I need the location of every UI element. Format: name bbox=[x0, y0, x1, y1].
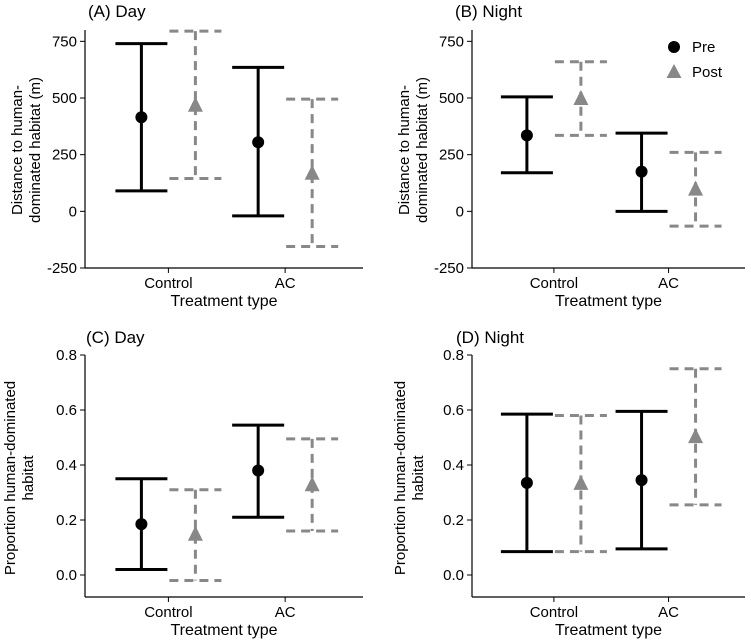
y-tick-label: 0.8 bbox=[443, 347, 464, 364]
y-tick-label: 0.0 bbox=[443, 567, 464, 584]
series-pre bbox=[115, 42, 285, 218]
y-tick-label: 250 bbox=[439, 147, 464, 164]
point-pre-control bbox=[520, 476, 533, 489]
y-axis-label: Distance to human-dominated habitat (m) bbox=[9, 77, 44, 223]
series-post bbox=[169, 29, 339, 248]
series-post bbox=[169, 437, 339, 582]
point-post-ac bbox=[304, 164, 320, 180]
y-tick-label: 0.4 bbox=[56, 457, 77, 474]
panel-title: (A) Day bbox=[88, 2, 146, 21]
panel-d: (D) Night 0.0 0.2 0.4 0.6 0.8 Control ACTreatme… bbox=[392, 328, 745, 639]
y-axis-label-line: Distance to human- bbox=[396, 85, 413, 215]
point-pre-ac bbox=[252, 136, 265, 149]
y-tick-label: 250 bbox=[52, 147, 77, 164]
panel-title: (C) Day bbox=[86, 328, 145, 347]
legend-post-icon bbox=[666, 64, 682, 78]
y-axis-label-line: Proportion human-dominated bbox=[392, 381, 409, 575]
legend-pre-icon bbox=[668, 41, 680, 53]
x-axis-label: Treatment type bbox=[170, 622, 277, 639]
series-post bbox=[554, 60, 722, 228]
y-tick-label: 0.6 bbox=[443, 402, 464, 419]
x-tick-label: Control bbox=[144, 275, 192, 292]
y-axis-label-line: habitat bbox=[410, 455, 427, 501]
panel-title: (B) Night bbox=[455, 2, 522, 21]
point-pre-ac bbox=[635, 474, 648, 487]
y-tick-label: 0.0 bbox=[56, 567, 77, 584]
legend: Pre Post bbox=[666, 39, 723, 81]
point-post-ac bbox=[304, 476, 320, 492]
y-tick-label: 0.6 bbox=[56, 402, 77, 419]
x-tick-label: AC bbox=[658, 275, 679, 292]
y-tick-label: 0.8 bbox=[56, 347, 77, 364]
panel-a: (A) Day -250 0 250 500 750 Control ACTreatment … bbox=[9, 2, 363, 310]
y-axis-label: Distance to human-dominated habitat (m) bbox=[396, 77, 431, 223]
y-tick-label: 750 bbox=[439, 33, 464, 50]
series-pre bbox=[500, 409, 668, 554]
y-axis-label: Proportion human-dominatedhabitat bbox=[2, 381, 37, 575]
y-axis-label-line: dominated habitat (m) bbox=[414, 77, 431, 223]
series-post bbox=[554, 367, 722, 554]
y-tick-label: 0 bbox=[456, 203, 464, 220]
x-tick-label: Control bbox=[144, 604, 192, 621]
y-tick-label: 0.2 bbox=[56, 512, 77, 529]
y-tick-label: 0.2 bbox=[443, 512, 464, 529]
x-tick-label: Control bbox=[530, 275, 578, 292]
panel-c: (C) Day 0.0 0.2 0.4 0.6 0.8 Control ACTreatment… bbox=[2, 328, 363, 639]
y-axis-label-line: Distance to human- bbox=[9, 85, 26, 215]
point-post-control bbox=[573, 90, 589, 105]
point-post-ac bbox=[688, 180, 704, 196]
point-pre-ac bbox=[635, 165, 648, 178]
point-post-control bbox=[187, 96, 203, 112]
x-tick-label: Control bbox=[530, 604, 578, 621]
x-axis-label: Treatment type bbox=[555, 293, 662, 310]
point-post-ac bbox=[688, 428, 704, 444]
x-axis-label: Treatment type bbox=[555, 622, 662, 639]
y-tick-label: 500 bbox=[52, 90, 77, 107]
y-axis-label-line: Proportion human-dominated bbox=[2, 381, 19, 575]
point-pre-ac bbox=[252, 464, 265, 477]
x-tick-label: AC bbox=[658, 604, 679, 621]
y-tick-label: -250 bbox=[434, 260, 464, 277]
y-tick-label: 0 bbox=[69, 203, 77, 220]
y-tick-label: 750 bbox=[52, 33, 77, 50]
y-axis-label-line: habitat bbox=[20, 455, 37, 501]
x-tick-label: AC bbox=[275, 604, 296, 621]
legend-label-post: Post bbox=[692, 64, 723, 81]
point-pre-control bbox=[135, 111, 148, 124]
y-tick-label: 500 bbox=[439, 90, 464, 107]
series-pre bbox=[500, 95, 668, 213]
point-post-control bbox=[573, 474, 589, 490]
point-pre-control bbox=[135, 518, 148, 531]
x-tick-label: AC bbox=[275, 275, 296, 292]
series-pre bbox=[115, 423, 285, 571]
x-axis-label: Treatment type bbox=[170, 293, 277, 310]
y-tick-label: -250 bbox=[47, 260, 77, 277]
y-axis-label: Proportion human-dominatedhabitat bbox=[392, 381, 427, 575]
panel-b: (B) Night -250 0 250 500 750 Control ACTreatmen… bbox=[396, 2, 745, 310]
point-pre-control bbox=[520, 129, 533, 142]
panel-title: (D) Night bbox=[456, 328, 524, 347]
y-tick-label: 0.4 bbox=[443, 457, 464, 474]
point-post-control bbox=[187, 525, 203, 541]
y-axis-label-line: dominated habitat (m) bbox=[27, 77, 44, 223]
legend-label-pre: Pre bbox=[692, 39, 715, 56]
